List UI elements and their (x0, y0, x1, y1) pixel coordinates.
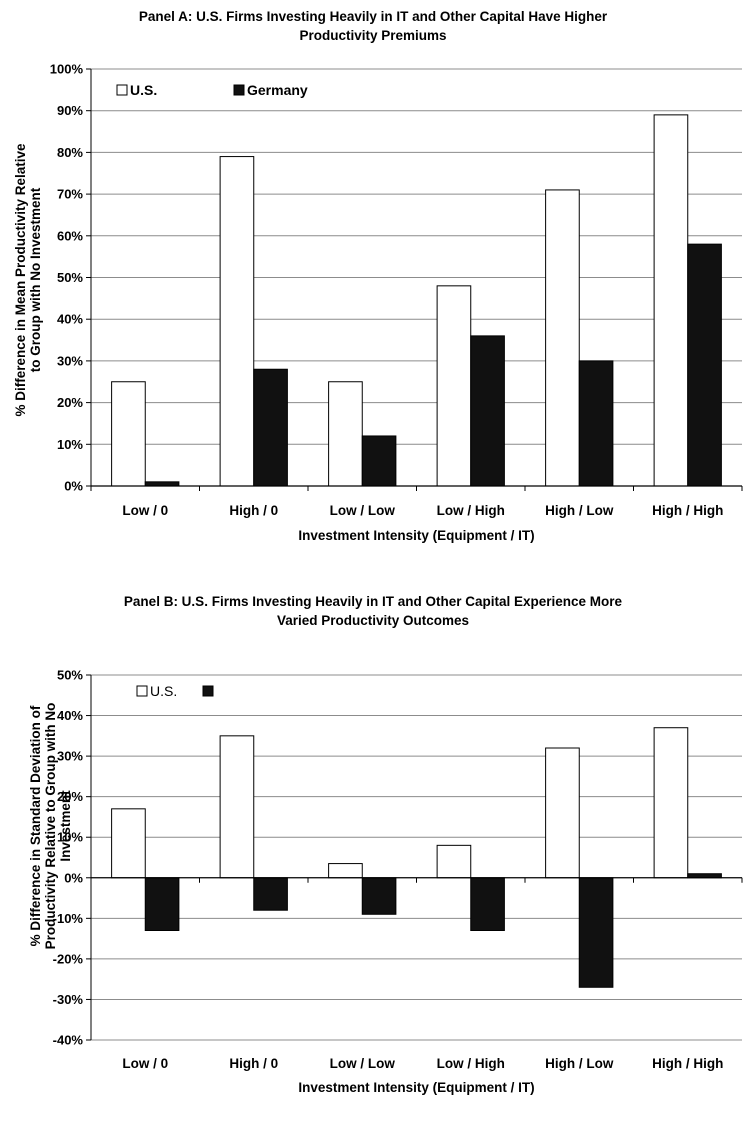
panel-b-y-tick-label: -10% (53, 911, 84, 926)
panel-b-y-axis-title-line: Investment (58, 790, 73, 862)
panel-a-category-label: High / High (652, 503, 723, 518)
panel-a-category-label: Low / High (437, 503, 505, 518)
panel-a-germany-bar (687, 243, 722, 487)
panel-a-legend-swatch (116, 84, 128, 96)
panel-a-chart: 0% 10% 20% 30% 40% 50% 60% 70% 80% 90% 100% Low / 0… (13, 62, 743, 543)
panel-a-germany-bar (578, 360, 614, 487)
panel-b-category-label: High / 0 (229, 1056, 278, 1071)
panel-a-us-bar (111, 381, 146, 487)
panel-b-y-tick-label: -20% (53, 951, 84, 966)
panel-a-y-tick-label: 40% (57, 312, 83, 327)
panel-a-y-tick-label: 90% (57, 103, 83, 118)
panel-a-title-line-1: Panel A: U.S. Firms Investing Heavily in… (138, 9, 608, 24)
panel-a-category-label: High / 0 (229, 503, 278, 518)
panel-b-y-tick-label: 20% (57, 789, 83, 804)
panel-a-category-label: Low / Low (330, 503, 396, 518)
panel-a-x-axis-title: Investment Intensity (Equipment / IT) (298, 528, 534, 543)
panel-b-germany-bar (144, 877, 180, 931)
panel-a-category-label: Low / 0 (122, 503, 168, 518)
panel-a-y-tick-label: 100% (50, 62, 84, 77)
panel-a-us-bar (328, 381, 363, 487)
panel-b-category-label: High / High (652, 1056, 723, 1071)
panel-b-us-bar (111, 808, 146, 879)
panel-b-category-label: High / Low (545, 1056, 614, 1071)
panel-a-y-tick-label: 50% (57, 270, 83, 285)
panel-b-y-tick-label: 50% (57, 668, 83, 683)
panel-a: Panel A: U.S. Firms Investing Heavily in… (0, 0, 746, 560)
panel-a-y-axis-title-line: % Difference in Mean Productivity Relati… (13, 143, 28, 417)
panel-a-y-tick-label: 0% (64, 479, 83, 494)
panel-a-germany-bar (470, 335, 505, 487)
panel-b-us-bar (545, 747, 580, 879)
panel-a-us-bar (436, 285, 472, 487)
panel-b-title-line-1: Panel B: U.S. Firms Investing Heavily in… (123, 594, 623, 609)
panel-b-germany-bar (470, 877, 505, 931)
panel-b-category-label: Low / High (437, 1056, 505, 1071)
panel-a-germany-bar (361, 435, 397, 487)
panel-a-us-bar (653, 114, 689, 487)
panel-b-title-line-2: Varied Productivity Outcomes (276, 613, 470, 628)
panel-a-legend-label: U.S. (130, 82, 157, 98)
panel-b-category-label: Low / 0 (122, 1056, 168, 1071)
panel-b-y-tick-label: -30% (53, 992, 84, 1007)
panel-a-germany-bar (144, 481, 180, 487)
panel-b-germany-bar (687, 873, 722, 879)
panel-b: Panel B: U.S. Firms Investing Heavily in… (0, 586, 746, 1134)
panel-b-germany-bar (578, 877, 614, 988)
panel-b-us-bar (328, 863, 363, 879)
panel-a-title: Panel A: U.S. Firms Investing Heavily in… (0, 7, 746, 45)
panel-a-us-bar (545, 189, 580, 487)
panel-b-legend-swatch (136, 685, 148, 697)
panel-a-y-tick-label: 30% (57, 353, 83, 368)
panel-a-y-tick-label: 20% (57, 395, 83, 410)
panel-b-y-axis-title-line: % Difference in Standard Deviation of (28, 705, 43, 946)
panel-a-legend-swatch (233, 84, 245, 96)
panel-a-y-axis-title-line: to Group with No Investment (28, 187, 43, 372)
panel-b-legend-swatch (202, 685, 214, 697)
panel-b-y-tick-label: -40% (53, 1033, 84, 1048)
panel-a-y-tick-label: 70% (57, 187, 83, 202)
panel-a-legend-label: Germany (247, 82, 308, 98)
panel-b-chart: -40% -30% -20% -10% 0% 10% 20% 30% 40% 50% Low / 0… (28, 668, 743, 1095)
panel-a-category-label: High / Low (545, 503, 614, 518)
panel-b-us-bar (436, 844, 472, 879)
panel-b-germany-bar (253, 877, 288, 911)
panel-a-y-tick-label: 10% (57, 437, 83, 452)
panel-b-y-tick-label: 40% (57, 708, 83, 723)
panel-a-y-tick-label: 60% (57, 228, 83, 243)
panel-a-y-tick-label: 80% (57, 145, 83, 160)
panel-b-germany-bar (361, 877, 397, 915)
panel-b-x-axis-title: Investment Intensity (Equipment / IT) (298, 1080, 534, 1095)
panel-b-title: Panel B: U.S. Firms Investing Heavily in… (0, 592, 746, 630)
panel-b-legend-label: U.S. (150, 683, 177, 699)
panel-b-y-tick-label: 0% (64, 870, 83, 885)
panel-b-y-axis-title-line: Productivity Relative to Group with No (43, 703, 58, 950)
panel-b-category-label: Low / Low (330, 1056, 396, 1071)
panel-a-us-bar (219, 156, 255, 487)
panel-b-us-bar (653, 727, 689, 879)
panel-b-y-tick-label: 10% (57, 830, 83, 845)
panel-a-title-line-2: Productivity Premiums (299, 28, 447, 43)
panel-b-us-bar (219, 735, 255, 879)
panel-a-germany-bar (253, 368, 288, 487)
panel-b-y-tick-label: 30% (57, 749, 83, 764)
